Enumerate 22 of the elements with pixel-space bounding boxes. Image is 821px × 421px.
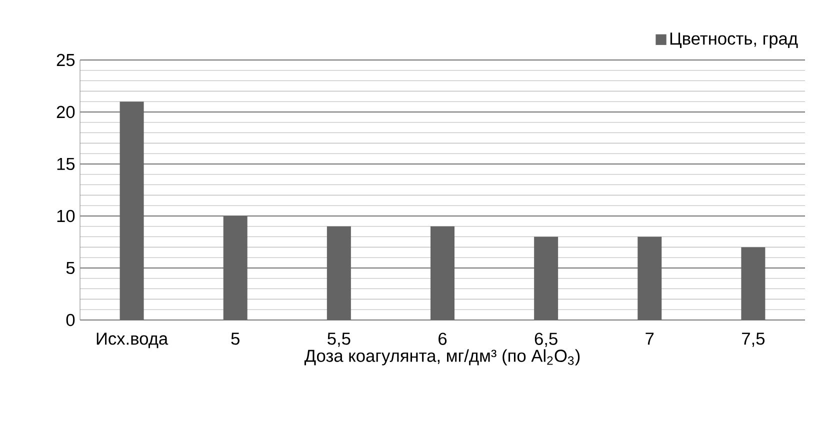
x-tick-label: 7 <box>646 332 654 345</box>
bar <box>741 247 766 320</box>
y-tick-label: 15 <box>57 158 75 170</box>
x-axis-title: Доза коагулянта, мг/дм³ (по Al$_{2}$O$_{3}$) <box>304 349 580 366</box>
legend-label: Цветность, град <box>670 32 798 48</box>
y-tick-label: 10 <box>57 210 75 222</box>
x-tick-label: 5,5 <box>328 332 350 347</box>
y-tick-label: 0 <box>66 314 75 326</box>
bar <box>638 236 662 320</box>
x-tick-label: 6,5 <box>534 332 558 348</box>
bar <box>430 226 454 320</box>
x-tick-label: 5 <box>231 332 240 345</box>
bar <box>120 102 144 320</box>
bar <box>534 236 558 320</box>
x-tick-label: 7,5 <box>742 332 765 347</box>
bar <box>326 226 351 320</box>
x-tick-label: Исх.вода <box>96 332 168 348</box>
x-tick-label: 6 <box>438 332 447 345</box>
y-tick-label: 25 <box>56 54 75 66</box>
y-tick-label: 5 <box>66 262 75 274</box>
y-tick-label: 20 <box>56 106 75 118</box>
bar <box>223 216 248 320</box>
